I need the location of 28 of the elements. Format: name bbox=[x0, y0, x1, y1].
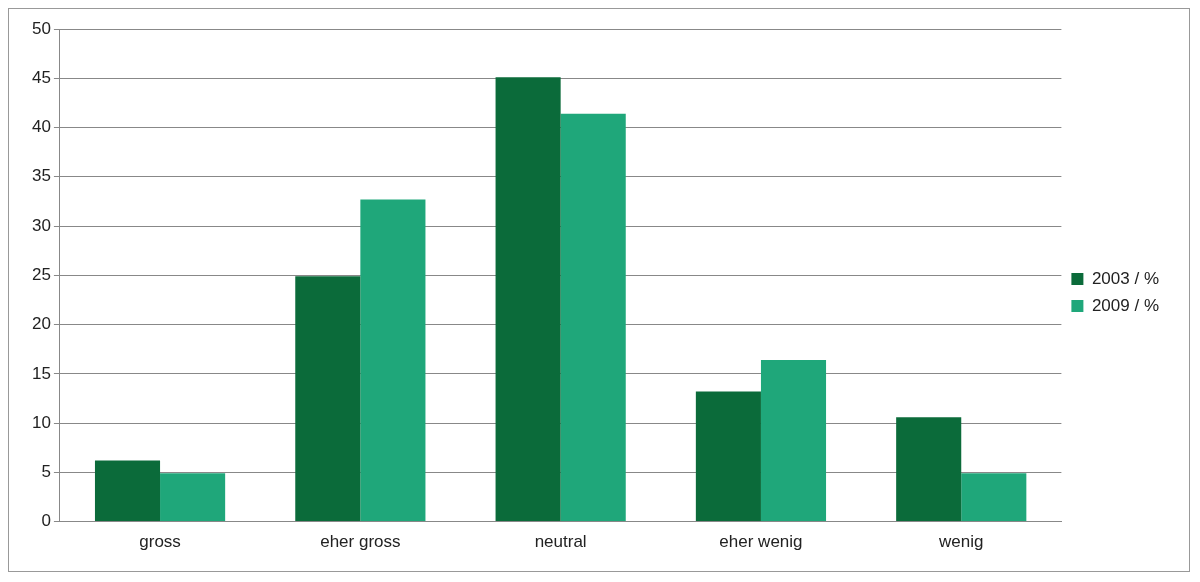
x-tick-label: wenig bbox=[938, 532, 984, 552]
bar bbox=[560, 113, 626, 522]
y-tick-label: 30 bbox=[31, 215, 51, 235]
bar bbox=[295, 276, 361, 522]
x-tick-label: neutral bbox=[534, 532, 587, 552]
bar bbox=[695, 391, 761, 522]
bar bbox=[495, 77, 561, 522]
y-tick-label: 5 bbox=[41, 462, 51, 482]
y-tick-label: 40 bbox=[31, 117, 51, 137]
bar bbox=[896, 417, 962, 522]
y-tick-label: 15 bbox=[31, 363, 51, 383]
legend-label: 2003 / % bbox=[1091, 268, 1160, 288]
x-tick-label: gross bbox=[139, 532, 181, 552]
legend-label: 2009 / % bbox=[1091, 295, 1160, 315]
bar bbox=[961, 473, 1027, 522]
x-tick-label: eher gross bbox=[320, 532, 401, 552]
y-tick-label: 0 bbox=[41, 511, 51, 531]
bar bbox=[160, 473, 226, 522]
bar bbox=[760, 360, 827, 522]
y-tick-label: 25 bbox=[31, 264, 51, 284]
x-tick-label: eher wenig bbox=[719, 532, 803, 552]
y-tick-label: 10 bbox=[31, 412, 51, 432]
bar bbox=[94, 460, 161, 522]
y-tick-label: 50 bbox=[31, 18, 51, 38]
y-tick-label: 20 bbox=[31, 314, 51, 334]
bar bbox=[360, 199, 426, 522]
y-tick-label: 45 bbox=[31, 67, 51, 87]
y-tick-label: 35 bbox=[31, 166, 51, 186]
